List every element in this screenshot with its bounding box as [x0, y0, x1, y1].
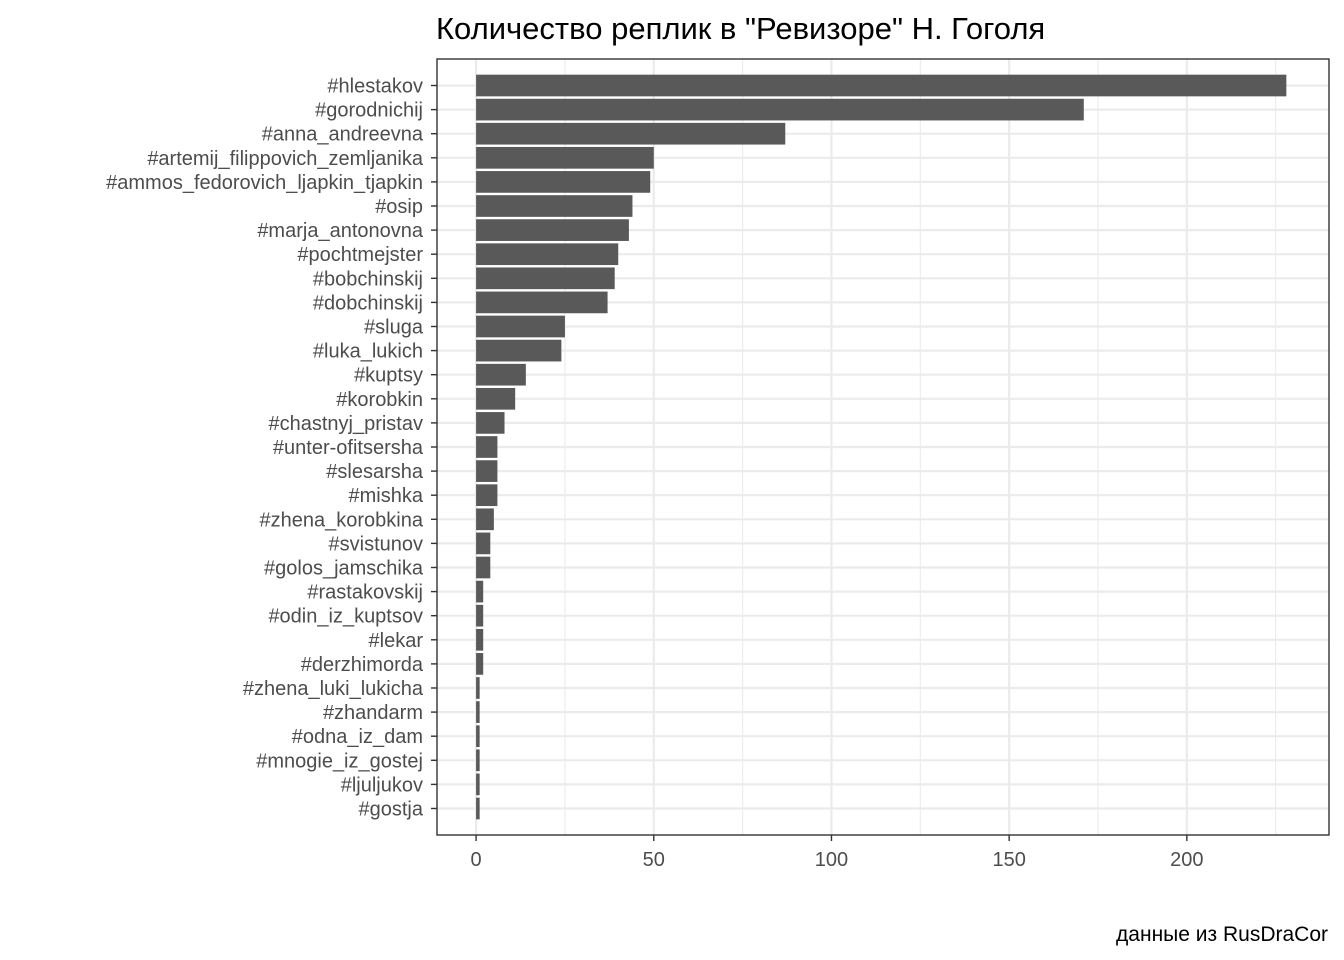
bar [476, 412, 505, 434]
x-tick-label: 200 [1170, 849, 1203, 871]
bar [476, 363, 526, 386]
bar [476, 122, 786, 145]
y-tick-label: #korobkin [336, 389, 423, 411]
bar [476, 725, 480, 748]
bar [476, 604, 484, 627]
y-tick-label: #pochtmejster [297, 244, 423, 266]
x-tick-label: 0 [471, 849, 482, 871]
bar [476, 339, 562, 362]
bar [476, 556, 491, 579]
y-tick-label: #luka_lukich [313, 341, 423, 363]
y-tick-label: #bobchinskij [313, 268, 423, 290]
bar [476, 171, 651, 193]
x-tick-label: 100 [815, 849, 848, 871]
y-tick-label: #zhena_luki_lukicha [243, 678, 424, 700]
y-tick-label: #ljuljukov [341, 774, 423, 796]
y-tick-label: #mishka [349, 485, 424, 507]
x-tick-label: 50 [643, 849, 665, 871]
bar [476, 315, 565, 338]
y-tick-label: #chastnyj_pristav [268, 413, 423, 435]
y-tick-label: #artemij_filippovich_zemljanika [147, 148, 424, 170]
y-tick-label: #kuptsy [354, 365, 423, 387]
y-tick-label: #unter-ofitsersha [273, 437, 424, 459]
y-tick-label: #osip [375, 196, 423, 218]
bar [476, 195, 633, 217]
y-tick-label: #mnogie_iz_gostej [256, 750, 423, 772]
y-tick-label: #zhandarm [323, 702, 423, 724]
bar [476, 628, 484, 651]
y-tick-label: #odna_iz_dam [292, 726, 423, 748]
y-tick-label: #zhena_korobkina [260, 509, 424, 531]
bar [476, 653, 484, 675]
x-axis: 0 50 100 150 200 [471, 835, 1204, 871]
bar [476, 749, 480, 772]
chart-caption: данные из RusDraCor [1116, 923, 1328, 946]
bars [476, 74, 1287, 820]
bar [476, 98, 1084, 121]
bar [476, 797, 480, 820]
bar [476, 291, 608, 314]
x-tick-label: 150 [992, 849, 1025, 871]
bar [476, 146, 654, 169]
y-tick-label: #rastakovskij [307, 582, 423, 604]
bar [476, 243, 619, 266]
bar [476, 677, 480, 699]
y-tick-label: #ammos_fedorovich_ljapkin_tjapkin [106, 172, 423, 194]
y-axis: #hlestakov#gorodnichij#anna_andreevna#ar… [106, 76, 437, 820]
y-tick-label: #sluga [364, 317, 424, 339]
y-tick-label: #hlestakov [327, 76, 423, 98]
bar [476, 387, 516, 410]
y-tick-label: #derzhimorda [301, 654, 424, 676]
y-tick-label: #dobchinskij [313, 292, 423, 314]
bar [476, 773, 480, 796]
y-tick-label: #gostja [359, 798, 424, 820]
bar [476, 701, 480, 723]
chart-title: Количество реплик в "Ревизоре" Н. Гоголя [436, 11, 1045, 46]
y-tick-label: #svistunov [329, 533, 424, 555]
y-tick-label: #marja_antonovna [257, 220, 424, 242]
y-tick-label: #lekar [369, 630, 424, 652]
bar [476, 532, 491, 555]
bar [476, 219, 629, 241]
bar [476, 267, 615, 290]
bar [476, 508, 494, 531]
y-tick-label: #odin_iz_kuptsov [268, 606, 423, 628]
bar [476, 580, 484, 603]
y-tick-label: #anna_andreevna [262, 124, 424, 146]
y-tick-label: #gorodnichij [315, 100, 423, 122]
y-tick-label: #golos_jamschika [264, 557, 424, 579]
y-tick-label: #slesarsha [326, 461, 424, 483]
bar [476, 460, 498, 482]
bar [476, 436, 498, 458]
bar [476, 74, 1287, 97]
bar [476, 484, 498, 507]
